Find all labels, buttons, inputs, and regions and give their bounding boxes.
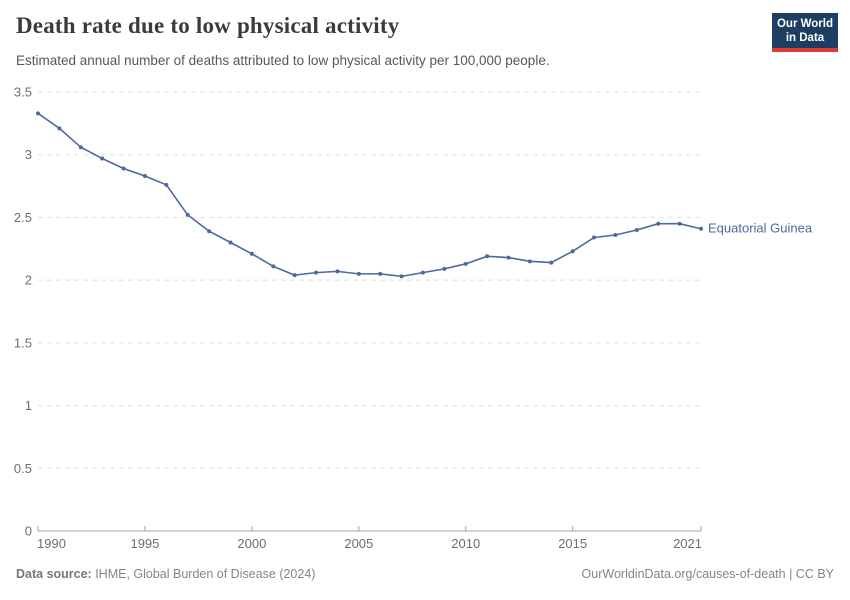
data-point[interactable] xyxy=(699,226,703,231)
x-tick-label: 2010 xyxy=(451,536,480,551)
y-tick-label: 3 xyxy=(25,147,32,162)
footer-links: OurWorldinData.org/causes-of-death | CC … xyxy=(582,567,834,581)
data-point[interactable] xyxy=(356,271,361,276)
y-tick-label: 1.5 xyxy=(14,335,32,350)
x-tick-label: 1995 xyxy=(130,536,159,551)
x-tick-label: 2021 xyxy=(673,536,702,551)
data-source-value: IHME, Global Burden of Disease (2024) xyxy=(91,567,316,581)
data-point[interactable] xyxy=(592,235,597,240)
owid-logo[interactable]: Our World in Data xyxy=(772,13,838,52)
y-tick-label: 2.5 xyxy=(14,210,32,225)
data-point[interactable] xyxy=(121,166,126,171)
chart-subtitle: Estimated annual number of deaths attrib… xyxy=(16,53,550,68)
x-tick-label: 2015 xyxy=(558,536,587,551)
data-point[interactable] xyxy=(485,254,490,259)
y-tick-label: 0.5 xyxy=(14,461,32,476)
data-point[interactable] xyxy=(420,270,425,275)
data-point[interactable] xyxy=(442,266,447,271)
x-tick-label: 2005 xyxy=(344,536,373,551)
logo-red-bar xyxy=(772,48,838,52)
data-point[interactable] xyxy=(463,261,468,266)
data-point[interactable] xyxy=(570,249,575,254)
data-point[interactable] xyxy=(271,264,276,269)
data-line xyxy=(37,112,702,278)
series-label[interactable]: Equatorial Guinea xyxy=(708,221,813,236)
owid-link[interactable]: OurWorldinData.org/causes-of-death xyxy=(581,567,786,581)
data-point[interactable] xyxy=(207,229,212,234)
data-point[interactable] xyxy=(378,271,383,276)
data-point[interactable] xyxy=(292,273,297,278)
data-point[interactable] xyxy=(142,174,147,179)
y-tick-label: 3.5 xyxy=(14,85,32,100)
data-point[interactable] xyxy=(164,182,169,187)
x-tick-label: 2000 xyxy=(237,536,266,551)
y-tick-label: 0 xyxy=(25,524,32,539)
chart-footer: Data source: IHME, Global Burden of Dise… xyxy=(16,567,834,581)
data-point[interactable] xyxy=(399,274,404,279)
y-tick-label: 1 xyxy=(25,398,32,413)
data-point[interactable] xyxy=(634,227,639,232)
data-point[interactable] xyxy=(228,240,233,245)
data-point[interactable] xyxy=(527,259,532,264)
data-source-label: Data source: xyxy=(16,567,92,581)
page-title: Death rate due to low physical activity xyxy=(16,13,400,38)
data-point[interactable] xyxy=(185,212,190,217)
data-point[interactable] xyxy=(613,232,618,237)
data-point[interactable] xyxy=(78,145,83,150)
data-point[interactable] xyxy=(335,269,340,274)
license-label: | CC BY xyxy=(785,567,834,581)
owid-logo-line2: in Data xyxy=(785,32,825,44)
owid-logo-line1: Our World xyxy=(776,18,833,30)
data-point[interactable] xyxy=(314,270,319,275)
data-point[interactable] xyxy=(36,111,40,116)
data-point[interactable] xyxy=(100,156,105,161)
data-source: Data source: IHME, Global Burden of Dise… xyxy=(16,567,315,581)
data-point[interactable] xyxy=(549,260,554,265)
data-point[interactable] xyxy=(249,251,254,256)
data-point[interactable] xyxy=(677,221,682,226)
x-tick-label: 1990 xyxy=(37,536,66,551)
data-point[interactable] xyxy=(506,255,511,260)
data-point[interactable] xyxy=(656,221,661,226)
y-tick-label: 2 xyxy=(25,273,32,288)
owid-logo-text: Our World in Data xyxy=(772,13,838,48)
data-point[interactable] xyxy=(57,126,62,131)
